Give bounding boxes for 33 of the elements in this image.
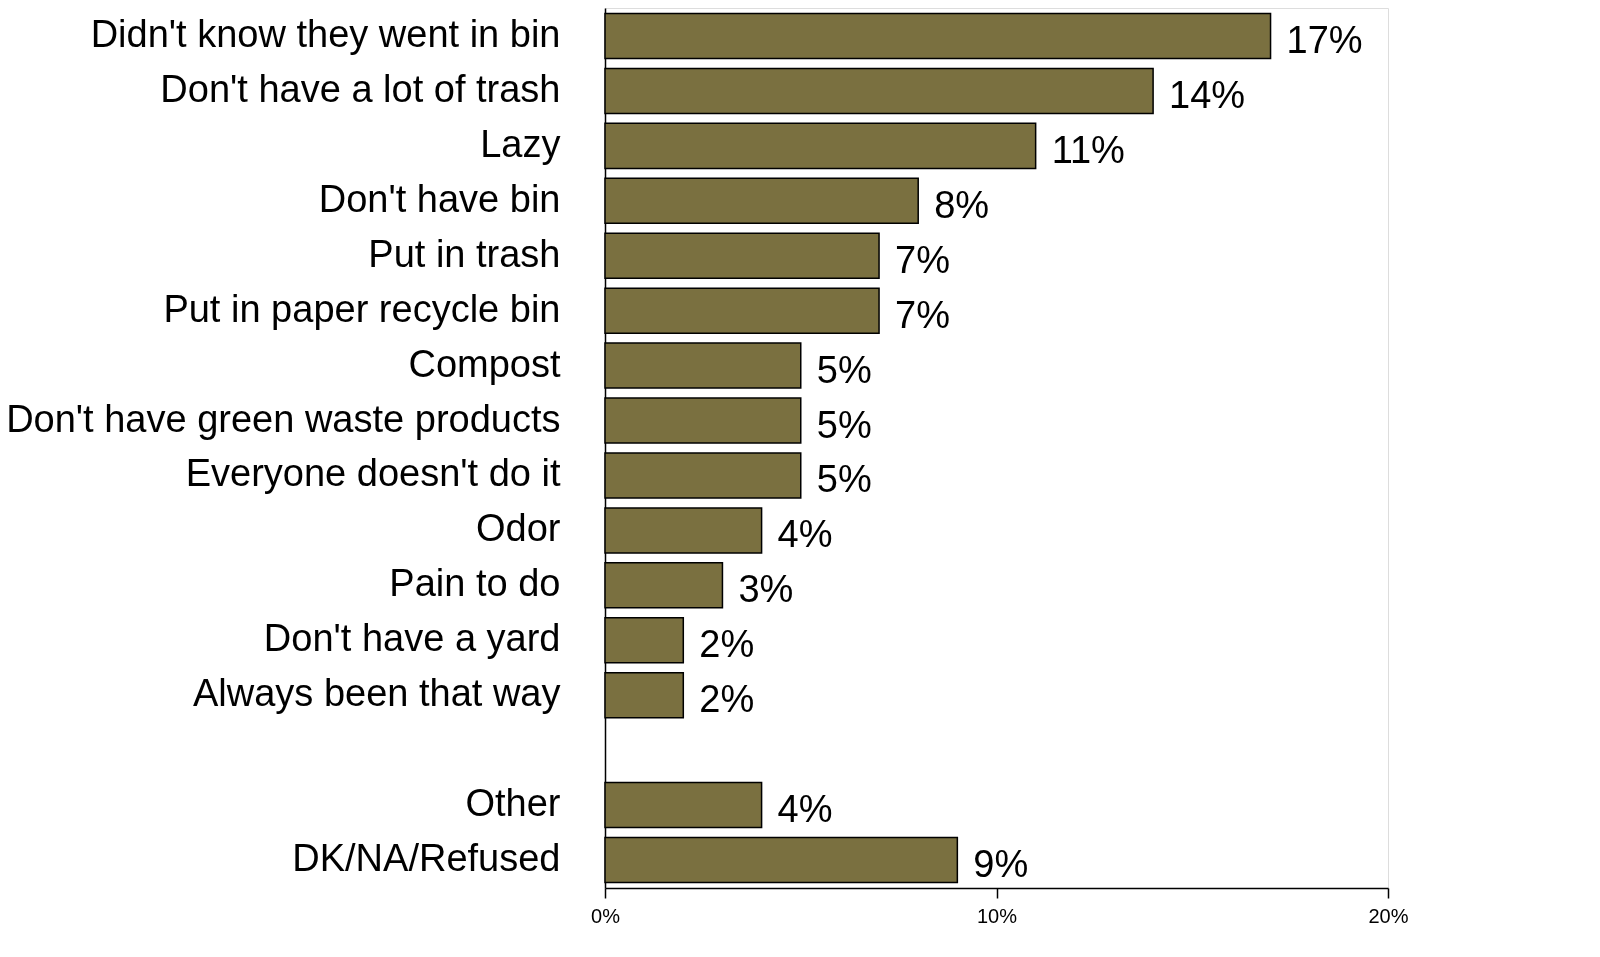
y-tick-label: Always been that way — [192, 672, 561, 715]
y-tick-label: Pain to do — [389, 562, 561, 605]
y-tick-label: DK/NA/Refused — [292, 836, 561, 879]
data-label: 2% — [699, 678, 755, 721]
y-tick-label: Don't have a lot of trash — [160, 67, 561, 110]
y-tick-label: Lazy — [480, 122, 561, 165]
data-label: 8% — [934, 183, 990, 226]
y-tick-label: Put in paper recycle bin — [163, 287, 561, 330]
y-tick-label: Everyone doesn't do it — [185, 452, 561, 495]
y-tick-label: Put in trash — [368, 232, 561, 275]
y-tick-label: Don't have green waste products — [6, 397, 561, 440]
data-label: 3% — [738, 568, 794, 611]
y-tick-label: Don't have a yard — [263, 617, 561, 660]
y-tick-label: Other — [465, 782, 561, 825]
data-label: 11% — [1051, 128, 1125, 171]
data-label: 5% — [816, 458, 872, 501]
y-tick-label: Compost — [408, 342, 561, 385]
data-label: 5% — [816, 348, 872, 391]
data-label: 7% — [895, 293, 950, 336]
y-tick-label: Didn't know they went in bin — [90, 13, 561, 56]
data-label: 7% — [895, 238, 950, 281]
data-label: 14% — [1169, 73, 1246, 116]
data-label: 17% — [1286, 19, 1363, 62]
x-tick-label: 10% — [976, 904, 1018, 927]
data-label: 4% — [777, 513, 833, 556]
y-tick-label: Odor — [476, 507, 561, 550]
y-tick-label: Don't have bin — [318, 177, 561, 220]
data-label: 2% — [699, 623, 755, 666]
x-tick-label: 0% — [591, 904, 621, 927]
x-tick-label: 20% — [1368, 904, 1409, 927]
data-label: 4% — [777, 788, 833, 831]
data-label: 9% — [973, 842, 1029, 885]
data-label: 5% — [816, 403, 872, 446]
